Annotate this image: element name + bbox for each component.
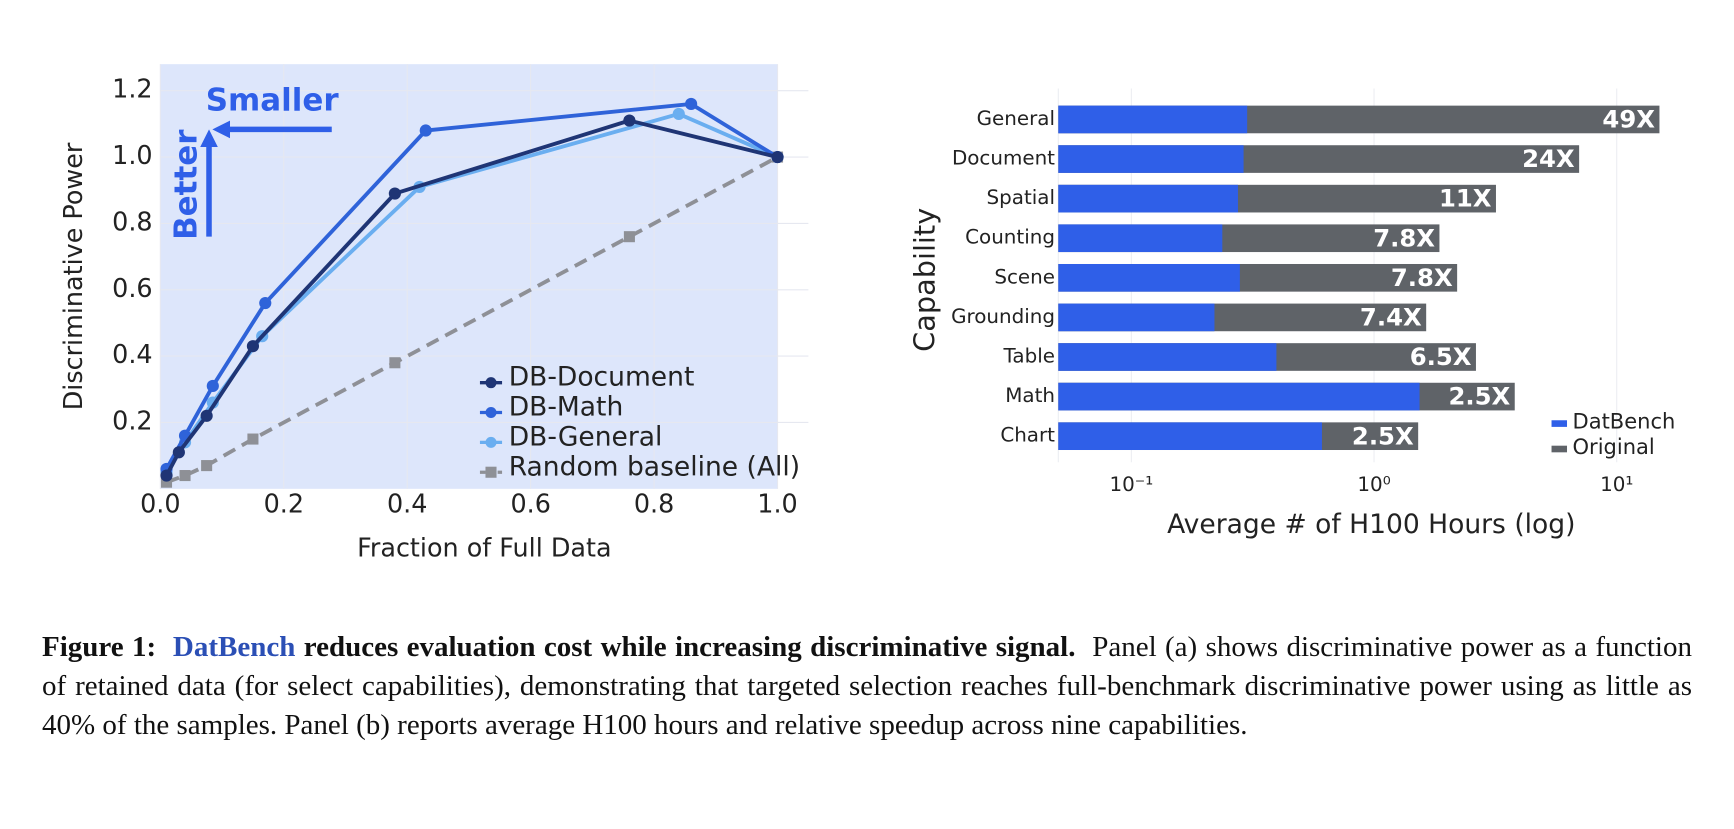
point [771, 150, 784, 164]
bar-label: 24X [1522, 144, 1575, 173]
point [160, 476, 173, 488]
point [389, 357, 401, 369]
plot-background [160, 64, 778, 489]
y-tick-label: 0.8 [112, 206, 152, 236]
point [200, 409, 213, 422]
y-tick-label: Document [952, 147, 1055, 170]
bar [1058, 184, 1238, 213]
caption-label: Figure 1: [42, 631, 157, 663]
y-tick-label: Math [1005, 384, 1055, 407]
point [179, 470, 191, 482]
bar-label: 11X [1439, 184, 1492, 213]
x-tick-label: 1.0 [757, 488, 797, 518]
point [201, 460, 213, 472]
bar-label: 49X [1602, 105, 1655, 134]
y-tick-label: General [977, 107, 1055, 130]
point [623, 114, 636, 127]
x-tick-label: 0.2 [264, 488, 304, 518]
point [685, 97, 698, 111]
bar [1058, 263, 1240, 292]
figure: 0.0 0.2 0.4 0.6 0.8 1.0 0.2 0.4 0.6 0.8 1.0 1.2 Frac… [58, 64, 1676, 563]
bar-label: 7.8X [1391, 263, 1453, 292]
bar-label: 6.5X [1410, 342, 1472, 371]
bar [1058, 145, 1244, 173]
legend-marker [485, 466, 497, 478]
bar-label: 2.5X [1352, 421, 1414, 450]
point [172, 446, 185, 459]
bar [1058, 224, 1223, 253]
annotation: Smaller [206, 82, 340, 118]
bar-label: 2.5X [1448, 382, 1510, 411]
point [388, 187, 401, 200]
y-tick-label: Spatial [987, 186, 1055, 209]
bar [1058, 343, 1277, 371]
bar [1058, 105, 1248, 134]
legend-marker [485, 436, 497, 448]
legend-label: DB-Document [509, 362, 695, 393]
bar-label: 7.8X [1373, 223, 1435, 252]
x-tick-label: 0.8 [634, 488, 674, 518]
point [623, 231, 635, 243]
y-tick-label: 0.4 [112, 339, 152, 369]
bar [1058, 422, 1322, 451]
x-tick-label: 10⁰ [1357, 473, 1390, 496]
legend-label: DB-General [509, 421, 663, 452]
x-axis-label: Average # of H100 Hours (log) [1167, 509, 1575, 540]
y-tick-label: Grounding [951, 305, 1055, 328]
point [160, 469, 173, 482]
bar [1058, 382, 1420, 411]
caption: Figure 1: DatBench reduces evaluation co… [42, 628, 1692, 745]
point [259, 296, 272, 310]
y-tick-label: 1.2 [112, 74, 152, 104]
caption-text: Panel (a) shows discriminative power as … [42, 631, 1692, 741]
x-axis-label: Fraction of Full Data [357, 533, 611, 563]
point [419, 124, 432, 137]
x-tick-label: 10⁻¹ [1109, 473, 1153, 496]
x-tick-label: 0.4 [387, 488, 427, 518]
x-tick-label: 10¹ [1600, 473, 1633, 496]
point [672, 107, 685, 121]
point [247, 433, 259, 445]
bar [1058, 303, 1215, 332]
bar-label: 7.4X [1360, 303, 1422, 332]
y-tick-label: 0.2 [112, 405, 152, 435]
legend-label: Random baseline (All) [509, 451, 800, 482]
x-tick-label: 0.6 [510, 488, 550, 518]
legend-marker [485, 406, 497, 419]
legend-marker [1551, 420, 1568, 427]
legend-marker [1551, 445, 1568, 453]
legend-label: DatBench [1573, 408, 1676, 433]
caption-title: reduces evaluation cost while increasing… [303, 631, 1076, 663]
y-tick-label: Chart [1000, 424, 1055, 447]
point [206, 379, 219, 393]
x-tick-label: 0.0 [140, 488, 180, 518]
legend-marker [485, 377, 497, 389]
legend-label: Original [1573, 434, 1655, 459]
annotation: Better [168, 129, 204, 240]
y-axis-label: Discriminative Power [58, 142, 88, 410]
y-tick-label: Counting [965, 226, 1055, 249]
y-axis-label: Capability [908, 208, 942, 352]
y-tick-label: Table [1003, 344, 1055, 367]
legend-label: DB-Math [509, 392, 624, 423]
point [246, 340, 260, 353]
y-tick-label: 1.0 [112, 140, 152, 170]
y-tick-label: Scene [994, 265, 1055, 288]
caption-highlight: DatBench [172, 631, 296, 663]
y-tick-label: 0.6 [112, 273, 152, 303]
